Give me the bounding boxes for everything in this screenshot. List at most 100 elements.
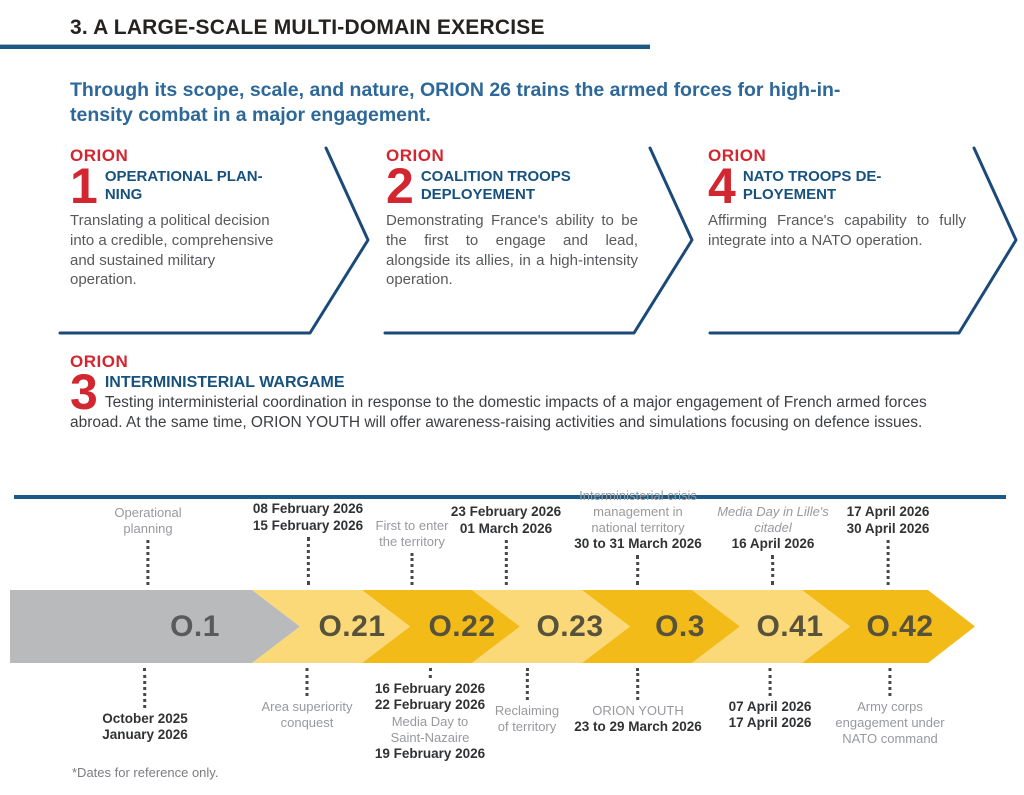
phase-heading: INTERMINISTERIAL WARGAME <box>104 374 345 391</box>
timeline-annotation: Area superiority conquest <box>261 665 353 731</box>
timeline-top-rule <box>14 495 1006 499</box>
dotted-connector <box>428 668 432 678</box>
annotation-line: 15 February 2026 <box>252 517 364 533</box>
annotation-line: October 2025 <box>102 711 188 726</box>
annotation-line: 01 March 2026 <box>459 520 553 536</box>
annotation-line: of territory <box>497 718 557 734</box>
annotation-line: January 2026 <box>102 727 188 743</box>
timeline-section: O.1 O.21 O.22 O.23 O.3 O.41 O.42 Operational pl… <box>0 488 1024 795</box>
dotted-connector <box>888 668 892 696</box>
timeline-annotation: 07 April 2026 17 April 2026 <box>728 665 812 732</box>
timeline-segment-o41 <box>692 590 850 663</box>
phase-number: 3 <box>70 364 98 420</box>
annotation-line: Media Day in Lille's <box>717 503 829 519</box>
annotation-line: Operational <box>114 505 182 521</box>
dotted-connector <box>771 555 775 585</box>
dotted-connector <box>525 668 529 700</box>
timeline-annotation: Army corps engagement under NATO command <box>835 665 945 747</box>
phase-body: Testing interministerial coordination in… <box>70 393 927 432</box>
segment-label: O.21 <box>318 609 386 643</box>
timeline-annotation: Reclaiming of territory <box>495 665 559 735</box>
segment-label: O.22 <box>428 609 496 643</box>
annotation-line: 30 to 31 March 2026 <box>574 535 702 551</box>
phase-heading: OPERATIONAL PLAN- NING <box>104 168 263 203</box>
segment-label: O.3 <box>655 609 705 643</box>
segment-label: O.23 <box>536 609 604 643</box>
phase-number: 2 <box>386 158 414 214</box>
annotation-line: conquest <box>280 714 334 730</box>
timeline-segment-o21 <box>252 590 410 663</box>
annotation-line: Interministerial crisis <box>579 487 697 503</box>
annotation-line: ORION YOUTH <box>592 703 684 718</box>
segment-label: O.42 <box>866 609 934 643</box>
timeline-segment-o1 <box>10 590 300 663</box>
annotation-line: 16 April 2026 <box>731 535 815 551</box>
dotted-connector <box>636 668 640 700</box>
dotted-connector <box>146 540 150 585</box>
dotted-connector <box>143 668 147 708</box>
phase-heading: NATO TROOPS DE- PLOYEMENT <box>742 168 882 203</box>
annotation-line: 17 April 2026 <box>846 504 930 520</box>
annotation-line: 17 April 2026 <box>728 715 812 731</box>
annotation-line: NATO command <box>842 730 938 746</box>
timeline-segment-o22 <box>362 590 520 663</box>
phase-brand: ORION <box>708 146 767 165</box>
annotation-line: 23 February 2026 <box>450 504 562 520</box>
annotation-line: planning <box>123 521 173 537</box>
timeline-annotation: 23 February 2026 01 March 2026 <box>451 504 561 588</box>
timeline-annotation: October 2025 January 2026 <box>102 665 188 744</box>
dotted-connector <box>306 537 310 585</box>
annotation-line: 19 February 2026 <box>374 745 486 761</box>
phase-heading: COALITION TROOPS DEPLOYEMENT <box>420 168 571 203</box>
phase-body: Translating a political decision into a … <box>70 212 274 289</box>
annotation-line: Saint-Nazaire <box>390 729 470 745</box>
page-title: 3. A LARGE-SCALE MULTI-DOMAIN EXERCISE <box>70 16 545 39</box>
dotted-connector <box>504 540 508 585</box>
phase-brand: ORION <box>70 146 129 165</box>
timeline-annotation: Operational planning <box>114 505 182 588</box>
timeline-annotation: Interministerial crisis management in nati… <box>574 488 702 588</box>
annotation-line: management in <box>593 503 683 519</box>
timeline-annotation: Media Day in Lille's citadel 16 April 2026 <box>717 504 829 588</box>
segment-label: O.41 <box>756 609 824 643</box>
timeline-segment-o23 <box>472 590 630 663</box>
annotation-line: Media Day to <box>391 713 469 729</box>
phase-body: Affirming France's capability to fully i… <box>708 212 966 249</box>
annotation-line: 08 February 2026 <box>252 501 364 517</box>
annotation-line: engagement under <box>835 714 945 730</box>
annotation-line: Army corps <box>857 699 923 714</box>
annotation-line: citadel <box>754 519 792 535</box>
annotation-line: 07 April 2026 <box>728 699 812 714</box>
intro-paragraph: Through its scope, scale, and nature, OR… <box>70 79 841 127</box>
annotation-line: 30 April 2026 <box>846 520 930 536</box>
timeline-annotation: 16 February 2026 22 February 2026 Media Da… <box>375 665 485 762</box>
phase-brand: ORION <box>70 352 129 371</box>
title-underline <box>0 44 650 49</box>
phase-chevron-outlines <box>58 146 1018 335</box>
dotted-connector <box>305 668 309 696</box>
timeline-annotation: First to enter the territory <box>375 518 449 588</box>
timeline-segment-o42 <box>802 590 975 663</box>
timeline-footnote: *Dates for reference only. <box>72 765 219 780</box>
dotted-connector <box>410 553 414 585</box>
phase-orion-4: ORION 4 NATO TROOPS DE- PLOYEMENT Affirm… <box>708 146 966 251</box>
annotation-line: First to enter <box>375 518 449 534</box>
annotation-line: Area superiority <box>261 699 353 714</box>
timeline-annotation: 17 April 2026 30 April 2026 <box>846 504 930 588</box>
dotted-connector <box>636 555 640 585</box>
timeline-segment-o3 <box>582 590 740 663</box>
phase-orion-2: ORION 2 COALITION TROOPS DEPLOYEMENT Dem… <box>386 146 638 290</box>
timeline-annotation: ORION YOUTH 23 to 29 March 2026 <box>574 665 702 735</box>
annotation-line: 16 February 2026 <box>374 681 486 696</box>
annotation-line: 23 to 29 March 2026 <box>574 718 702 734</box>
annotation-line: the territory <box>379 534 445 550</box>
timeline-bar <box>10 590 975 663</box>
annotation-line: 22 February 2026 <box>374 697 486 713</box>
annotation-line: national territory <box>591 519 685 535</box>
dotted-connector <box>886 540 890 585</box>
timeline-annotation: 08 February 2026 15 February 2026 <box>253 501 363 588</box>
annotation-line: Reclaiming <box>494 703 560 718</box>
phase-number: 1 <box>70 158 98 214</box>
phase-number: 4 <box>708 158 736 214</box>
